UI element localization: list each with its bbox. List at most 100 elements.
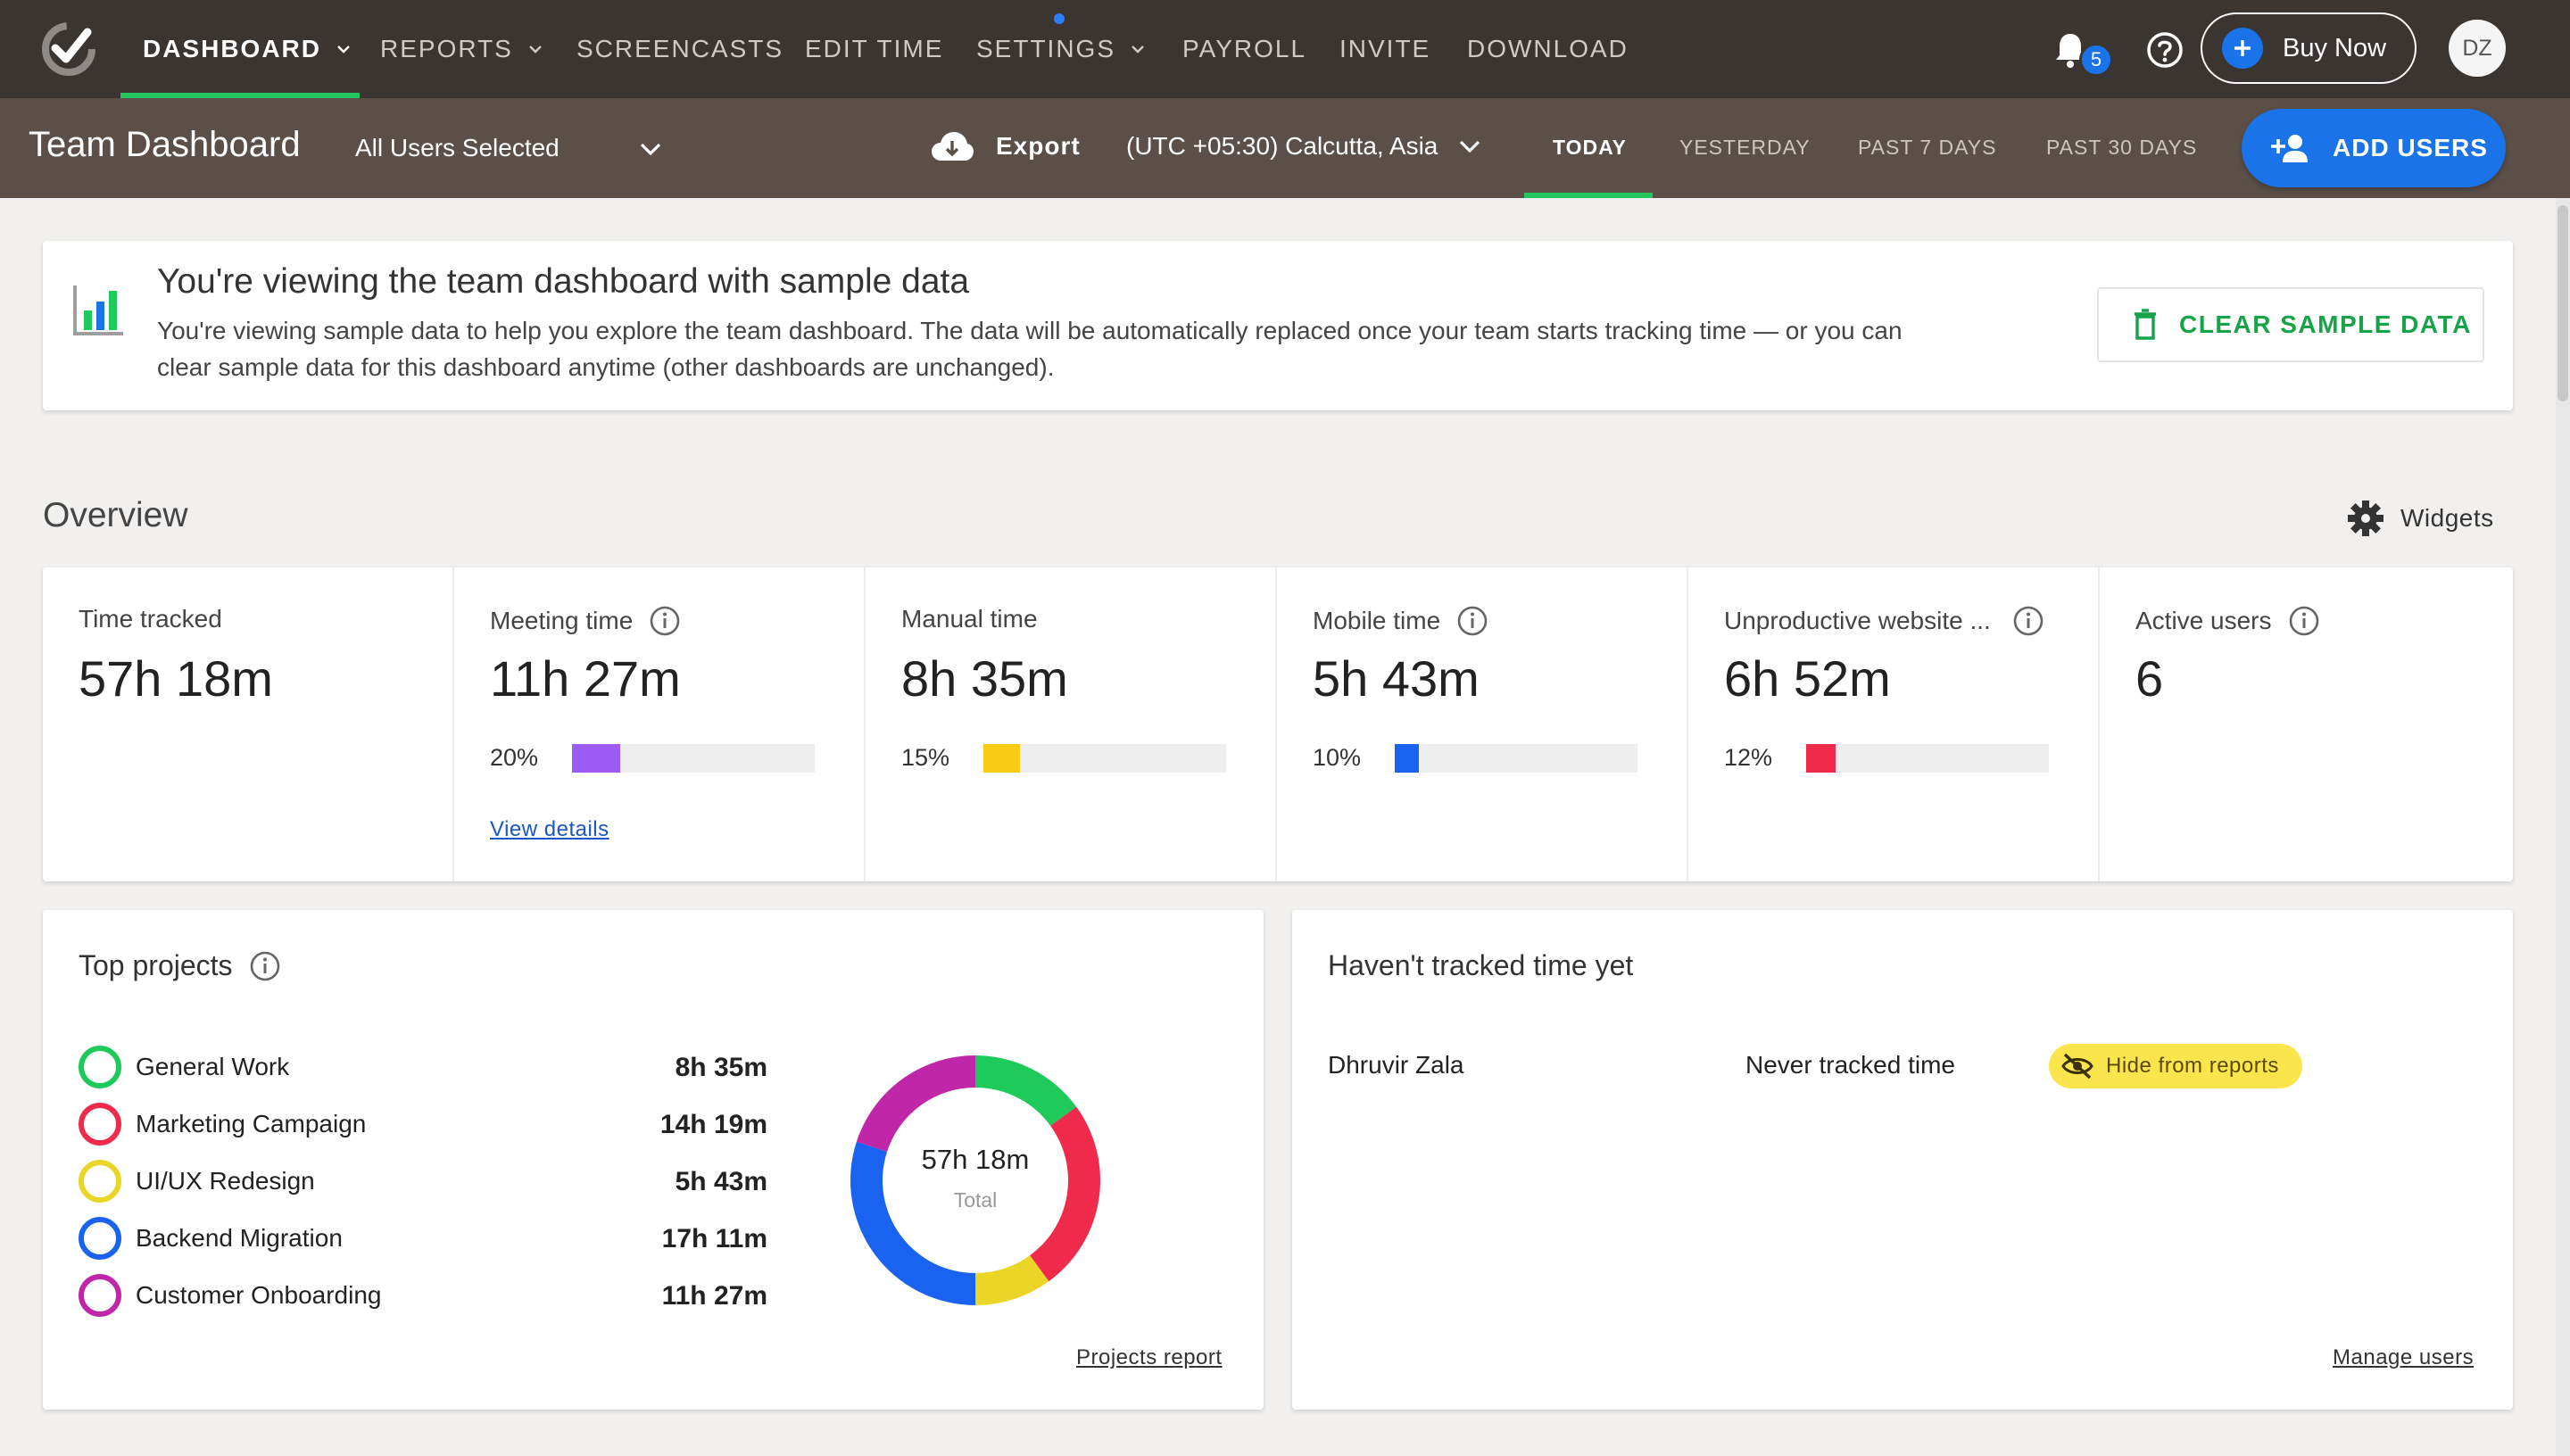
user-avatar[interactable]: DZ	[2449, 20, 2506, 77]
project-row[interactable]: UI/UX Redesign 5h 43m	[79, 1158, 767, 1203]
hide-from-reports-button[interactable]: Hide from reports	[2049, 1044, 2302, 1088]
widgets-label: Widgets	[2400, 504, 2494, 532]
stat-label: Unproductive website ...	[1724, 605, 2044, 637]
projects-report-link[interactable]: Projects report	[1076, 1345, 1223, 1369]
project-color-ring	[79, 1217, 121, 1260]
dashboard-subheader: Team Dashboard All Users Selected Export…	[0, 98, 2570, 198]
cloud-download-icon	[932, 132, 974, 161]
stat-label: Time tracked	[79, 605, 222, 633]
sample-data-banner: You're viewing the team dashboard with s…	[43, 241, 2513, 410]
project-time: 14h 19m	[659, 1110, 767, 1139]
bell-icon[interactable]	[2052, 30, 2088, 70]
stat-label: Mobile time	[1313, 605, 1488, 637]
nav-payroll[interactable]: PAYROLL	[1182, 0, 1306, 98]
donut-segment	[850, 1141, 976, 1305]
timezone-select[interactable]: (UTC +05:30) Calcutta, Asia	[1126, 132, 1482, 161]
stat-label: Active users	[2135, 605, 2320, 637]
project-row[interactable]: General Work 8h 35m	[79, 1044, 767, 1088]
donut-segment	[1030, 1106, 1100, 1282]
project-name: General Work	[136, 1053, 290, 1080]
add-users-label: ADD USERS	[2333, 134, 2488, 161]
nav-download-label: DOWNLOAD	[1467, 35, 1629, 62]
stat-unproductive-website: Unproductive website ... 6h 52m 12%	[1688, 567, 2100, 881]
check-logo-icon[interactable]	[37, 18, 100, 80]
banner-text: You're viewing sample data to help you e…	[157, 317, 1903, 381]
nav-download[interactable]: DOWNLOAD	[1467, 0, 1629, 98]
widgets-button[interactable]: Widgets	[2347, 500, 2494, 537]
nav-edit-time[interactable]: EDIT TIME	[805, 0, 943, 98]
project-color-ring	[79, 1274, 121, 1317]
help-circle-icon[interactable]	[2145, 30, 2184, 70]
stat-progress-fill	[572, 744, 621, 773]
project-time: 8h 35m	[675, 1053, 767, 1082]
project-row[interactable]: Backend Migration 17h 11m	[79, 1215, 767, 1260]
clear-sample-data-button[interactable]: CLEAR SAMPLE DATA	[2097, 287, 2484, 362]
info-icon[interactable]	[2288, 605, 2320, 637]
overview-title: Overview	[43, 496, 188, 534]
nav-settings-label: SETTINGS	[976, 35, 1116, 62]
range-active-indicator	[1524, 193, 1653, 198]
nav-screencasts-label: SCREENCASTS	[576, 35, 784, 62]
project-row[interactable]: Marketing Campaign 14h 19m	[79, 1101, 767, 1146]
timezone-label: (UTC +05:30) Calcutta, Asia	[1126, 132, 1438, 160]
eye-off-icon	[2061, 1053, 2093, 1080]
top-projects-title: Top projects	[79, 949, 281, 982]
nav-invite[interactable]: INVITE	[1339, 0, 1430, 98]
nav-screencasts[interactable]: SCREENCASTS	[576, 0, 783, 98]
stat-progress-bar	[1395, 744, 1637, 773]
tab-past-7-days[interactable]: PAST 7 DAYS	[1858, 136, 1997, 159]
stat-value: 57h 18m	[79, 650, 273, 707]
stat-progress-bar	[1806, 744, 2049, 773]
manage-users-link[interactable]: Manage users	[2333, 1345, 2475, 1369]
stat-progress-bar	[572, 744, 815, 773]
info-icon[interactable]	[2012, 605, 2044, 637]
top-projects-title-text: Top projects	[79, 949, 233, 981]
export-button[interactable]: Export	[930, 128, 1081, 164]
tab-past-30-days[interactable]: PAST 30 DAYS	[2046, 136, 2198, 159]
export-label: Export	[996, 132, 1081, 160]
stat-label-text: Time tracked	[79, 605, 222, 633]
stat-percent: 10%	[1313, 744, 1362, 771]
nav-reports[interactable]: REPORTS	[380, 0, 543, 98]
stat-label-text: Unproductive website ...	[1724, 607, 1991, 634]
projects-donut-chart	[850, 1055, 1100, 1305]
page-scrollbar[interactable]	[2556, 198, 2570, 1456]
project-time: 17h 11m	[661, 1224, 767, 1253]
project-name: UI/UX Redesign	[136, 1167, 315, 1195]
nav-dashboard-label: DASHBOARD	[143, 35, 321, 62]
donut-total-value: 57h 18m	[921, 1144, 1030, 1175]
project-name: Marketing Campaign	[136, 1110, 367, 1138]
buy-now-button[interactable]: Buy Now	[2201, 12, 2417, 84]
info-icon[interactable]	[249, 950, 281, 982]
info-icon[interactable]	[1456, 605, 1488, 637]
tab-yesterday[interactable]: YESTERDAY	[1679, 136, 1811, 159]
plus-icon	[2222, 28, 2263, 69]
add-users-button[interactable]: ADD USERS	[2242, 109, 2506, 187]
stat-label: Manual time	[901, 605, 1038, 633]
stat-value: 6	[2135, 650, 2164, 707]
tab-today[interactable]: TODAY	[1553, 136, 1627, 159]
page-title: Team Dashboard	[29, 125, 301, 164]
stat-time-tracked: Time tracked 57h 18m	[43, 567, 454, 881]
settings-notice-dot	[1054, 13, 1065, 24]
stat-mobile-time: Mobile time 5h 43m 10%	[1277, 567, 1688, 881]
stat-label: Meeting time	[490, 605, 681, 637]
project-row[interactable]: Customer Onboarding 11h 27m	[79, 1272, 767, 1317]
user-filter-select[interactable]: All Users Selected	[355, 134, 560, 161]
info-icon[interactable]	[649, 605, 681, 637]
nav-settings[interactable]: SETTINGS	[976, 0, 1146, 98]
donut-segment	[856, 1055, 975, 1152]
stat-progress-fill	[1806, 744, 1836, 773]
stat-label-text: Mobile time	[1313, 607, 1441, 634]
stat-percent: 20%	[490, 744, 539, 771]
chevron-down-icon[interactable]	[637, 139, 664, 161]
nav-active-indicator	[120, 93, 360, 98]
stat-value: 5h 43m	[1313, 650, 1480, 707]
project-name: Backend Migration	[136, 1224, 343, 1252]
nav-dashboard[interactable]: DASHBOARD	[143, 0, 352, 98]
page-scroll-thumb[interactable]	[2558, 205, 2568, 401]
view-details-link[interactable]: View details	[490, 817, 609, 841]
top-projects-card: Top projects General Work 8h 35m Marketi…	[43, 910, 1264, 1410]
notification-count-badge: 5	[2079, 43, 2113, 77]
donut-segment	[975, 1255, 1049, 1305]
